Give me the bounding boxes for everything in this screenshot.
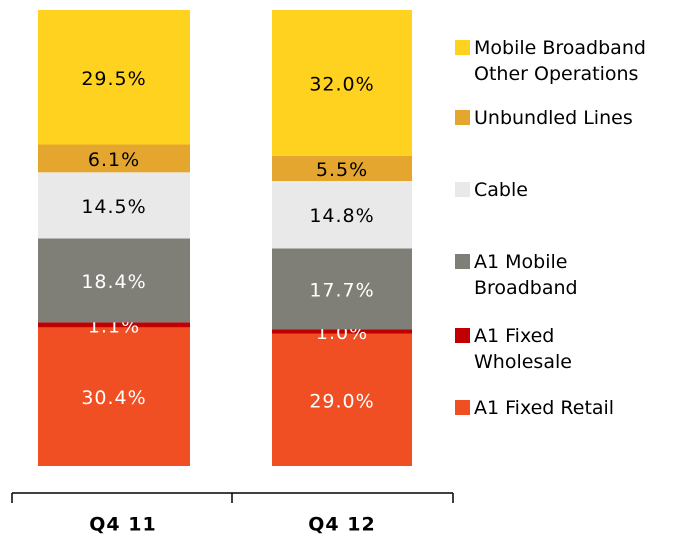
x-tick-label: Q4 11 [89,514,156,536]
legend-item: A1 Fixed Retail [455,395,665,421]
legend-item: Unbundled Lines [455,105,665,131]
legend-item: A1 Fixed Wholesale [455,323,595,375]
bar-segment [272,155,412,181]
bar-segment [38,322,190,328]
legend-item: A1 Mobile Broadband [455,249,605,301]
bar-segment [272,10,412,156]
bar-segment [38,10,190,145]
legend-item: Mobile Broadband Other Operations [455,35,665,87]
value-label: 5.5% [316,159,368,181]
legend-swatch [455,400,470,415]
bar-segment [38,327,190,466]
legend-label: A1 Fixed Retail [474,397,615,419]
legend-swatch [455,328,470,343]
bar-segment [272,248,412,330]
legend-swatch [455,182,470,197]
value-label: 29.0% [309,390,374,412]
legend-swatch [455,110,470,125]
legend-label: Unbundled Lines [474,107,633,129]
x-tick-label: Q4 12 [308,514,375,536]
legend-swatch [455,254,470,269]
legend-label: A1 Mobile Broadband [474,251,578,299]
legend-label: Mobile Broadband Other Operations [474,37,646,85]
value-label: 18.4% [81,271,146,293]
bar-segment [272,329,412,334]
bar-segment [38,172,190,239]
legend-label: A1 Fixed Wholesale [474,325,572,373]
bar-segment [38,144,190,173]
value-label: 6.1% [88,149,140,171]
legend-label: Cable [474,179,528,201]
value-label: 32.0% [309,73,374,95]
value-label: 14.8% [309,205,374,227]
legend-item: Cable [455,177,665,203]
value-label: 29.5% [81,68,146,90]
bar-segment [272,333,412,466]
value-label: 30.4% [81,387,146,409]
value-label: 14.5% [81,196,146,218]
bar-segment [272,181,412,249]
legend-swatch [455,40,470,55]
value-label: 17.7% [309,279,374,301]
bar-segment [38,238,190,323]
